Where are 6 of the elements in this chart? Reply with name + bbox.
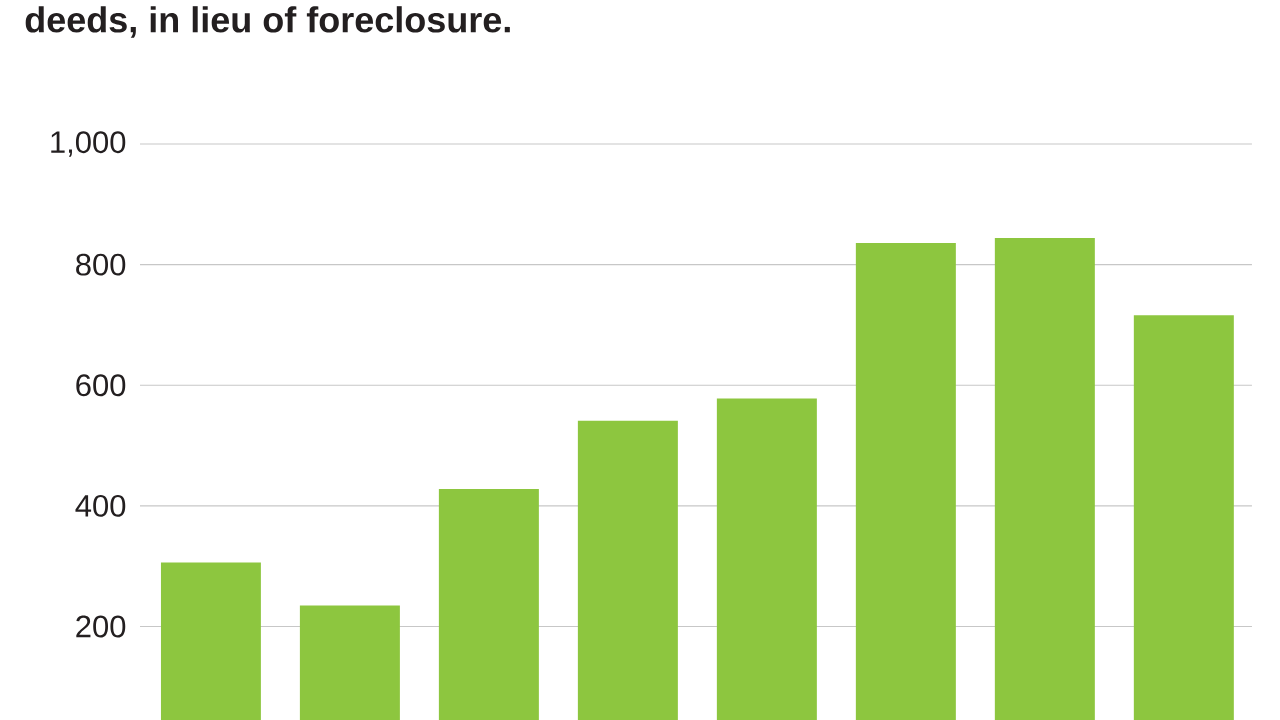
y-tick-label: 200 [76, 615, 126, 638]
y-tick-label: 400 [75, 494, 126, 517]
y-tick-label: 800 [76, 253, 126, 276]
chart-title: deeds, in lieu of foreclosure. [25, 6, 510, 38]
y-tick-label: 600 [76, 374, 126, 397]
y-tick-label: 1,000 [51, 131, 126, 157]
